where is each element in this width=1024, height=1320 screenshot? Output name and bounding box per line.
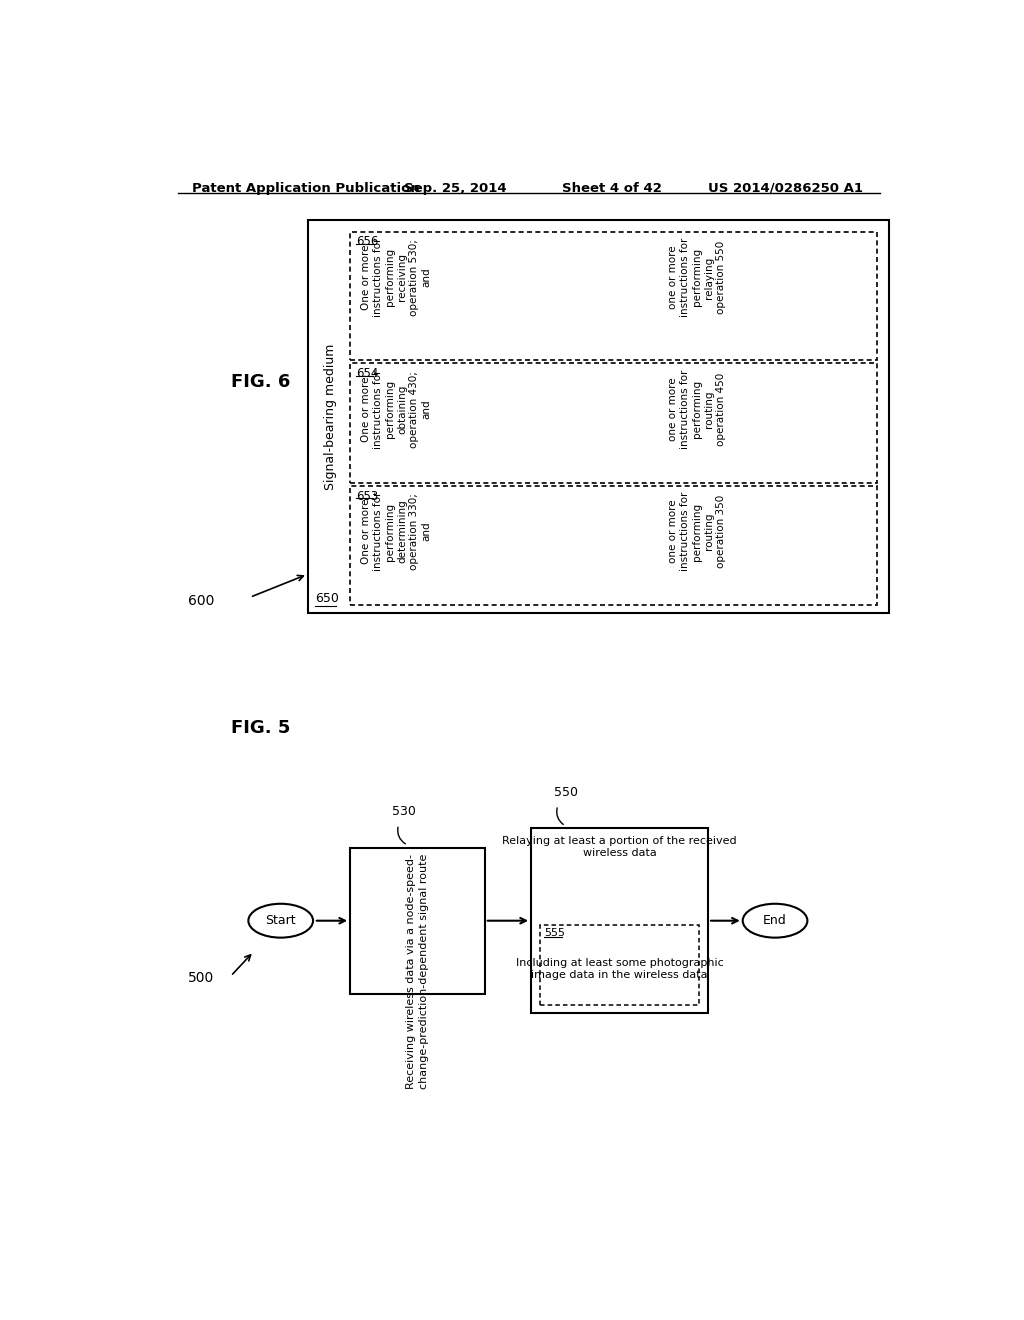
FancyBboxPatch shape — [350, 486, 878, 605]
Text: one or more
instructions for
performing
relaying
operation 550: one or more instructions for performing … — [668, 238, 726, 317]
Text: FIG. 5: FIG. 5 — [230, 719, 290, 737]
Text: 500: 500 — [188, 972, 215, 986]
Text: Signal-bearing medium: Signal-bearing medium — [325, 343, 337, 490]
FancyBboxPatch shape — [350, 363, 878, 483]
FancyBboxPatch shape — [350, 847, 484, 994]
Text: 656: 656 — [356, 235, 379, 248]
Text: Relaying at least a portion of the received
wireless data: Relaying at least a portion of the recei… — [502, 836, 737, 858]
FancyBboxPatch shape — [307, 220, 889, 612]
Text: US 2014/0286250 A1: US 2014/0286250 A1 — [708, 182, 863, 194]
Text: Start: Start — [265, 915, 296, 927]
Text: 650: 650 — [315, 591, 339, 605]
Text: One or more
instructions for
performing
receiving
operation 530;
and: One or more instructions for performing … — [361, 238, 431, 317]
Text: 530: 530 — [392, 805, 416, 818]
Text: Patent Application Publication: Patent Application Publication — [193, 182, 420, 194]
Text: one or more
instructions for
performing
routing
operation 350: one or more instructions for performing … — [668, 492, 726, 572]
Text: 654: 654 — [356, 367, 379, 380]
FancyBboxPatch shape — [531, 829, 708, 1014]
Text: End: End — [763, 915, 786, 927]
Text: Sheet 4 of 42: Sheet 4 of 42 — [562, 182, 662, 194]
Text: One or more
instructions for
performing
obtaining
operation 430;
and: One or more instructions for performing … — [361, 370, 431, 449]
Text: one or more
instructions for
performing
routing
operation 450: one or more instructions for performing … — [668, 370, 726, 449]
Ellipse shape — [742, 904, 807, 937]
Ellipse shape — [249, 904, 313, 937]
FancyBboxPatch shape — [541, 924, 698, 1006]
Text: 653: 653 — [356, 490, 379, 503]
Text: Including at least some photographic
image data in the wireless data: Including at least some photographic ima… — [516, 957, 723, 979]
Text: FIG. 6: FIG. 6 — [230, 372, 290, 391]
Text: One or more
instructions for
performing
determining
operation 330;
and: One or more instructions for performing … — [361, 492, 431, 572]
Text: 555: 555 — [544, 928, 565, 939]
Text: Sep. 25, 2014: Sep. 25, 2014 — [403, 182, 507, 194]
Text: Receiving wireless data via a node-speed-
change-prediction-dependent signal rou: Receiving wireless data via a node-speed… — [407, 854, 429, 1089]
FancyBboxPatch shape — [350, 231, 878, 360]
Text: 550: 550 — [554, 785, 579, 799]
Text: 600: 600 — [188, 594, 215, 609]
